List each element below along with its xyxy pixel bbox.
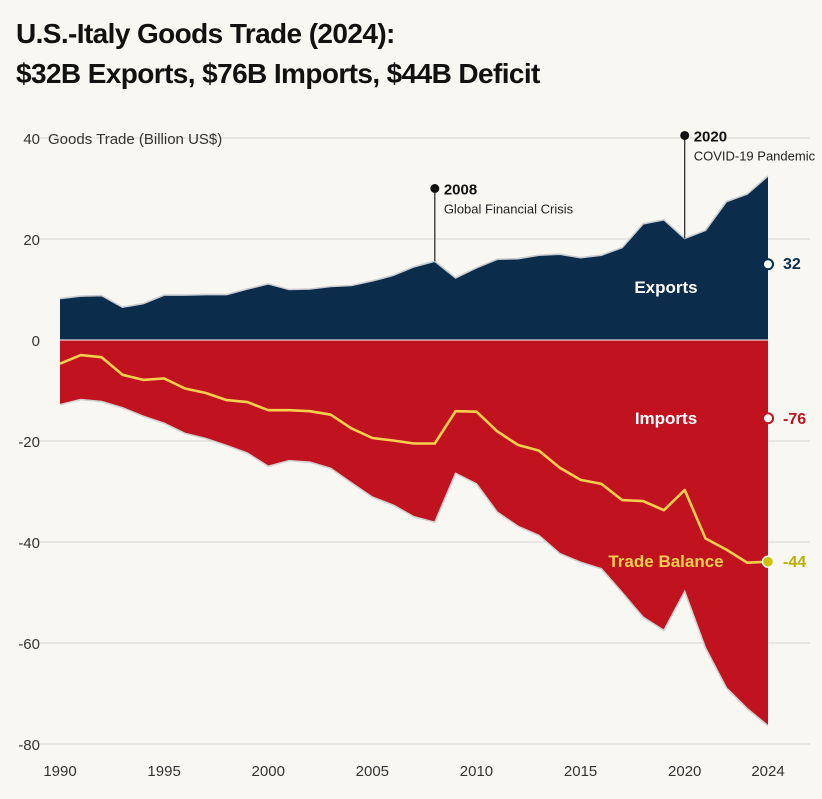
annotation-dot [430, 184, 440, 193]
x-tick-label: 2024 [751, 763, 784, 780]
x-tick-label: 2015 [564, 763, 597, 780]
x-tick-label: 2000 [252, 763, 285, 780]
y-tick-label: 20 [23, 232, 40, 249]
label-layer: Exports Imports Trade Balance [608, 278, 723, 571]
imports-end-value: -76 [783, 411, 806, 428]
trade-balance-end-value: -44 [783, 554, 806, 571]
y-tick-label: -20 [18, 434, 40, 451]
y-tick-label: 0 [32, 333, 40, 350]
chart-title: U.S.-Italy Goods Trade (2024): $32B Expo… [16, 14, 540, 94]
line-layer [59, 175, 775, 727]
y-tick-label: 40 [23, 131, 40, 148]
exports-series-label: Exports [634, 278, 697, 297]
x-tick-label: 1995 [147, 763, 180, 780]
x-tick-label: 1990 [43, 763, 76, 780]
x-tick-label: 2005 [356, 763, 389, 780]
imports-end-marker [762, 412, 774, 425]
x-tick-label: 2020 [668, 763, 701, 780]
imports-edge-line [59, 398, 769, 727]
exports-end-marker [762, 258, 774, 271]
y-tick-label: -80 [18, 737, 40, 754]
annotation-label: Global Financial Crisis [444, 202, 574, 217]
axis-layer: Goods Trade (Billion US$) 40 20 0 -20 -40 -60… [18, 131, 784, 780]
annotation-dot [680, 130, 690, 140]
chart-title-line-2: $32B Exports, $76B Imports, $44B Deficit [16, 58, 540, 89]
area-layer [60, 175, 768, 726]
exports-edge-line [59, 175, 769, 309]
annotation-layer: 2008 Global Financial Crisis 2020 COVID-19 … [430, 128, 816, 262]
annotation-label: COVID-19 Pandemic [694, 148, 816, 163]
x-tick-label: 2010 [460, 763, 493, 780]
imports-area [60, 340, 768, 726]
y-tick-label: -40 [18, 535, 40, 552]
annotation-year: 2020 [694, 128, 727, 145]
imports-series-label: Imports [635, 409, 697, 428]
end-value-layer: 32 -76 -44 [783, 256, 806, 571]
chart-title-line-1: U.S.-Italy Goods Trade (2024): [16, 18, 395, 49]
trade-balance-line [59, 353, 769, 565]
exports-area [60, 175, 768, 340]
y-tick-label: -60 [18, 636, 40, 653]
exports-end-value: 32 [783, 256, 801, 273]
y-axis-label: Goods Trade (Billion US$) [48, 131, 222, 148]
trade-balance-end-marker [761, 555, 775, 568]
annotation-year: 2008 [444, 182, 477, 199]
trade-balance-series-label: Trade Balance [608, 552, 723, 571]
